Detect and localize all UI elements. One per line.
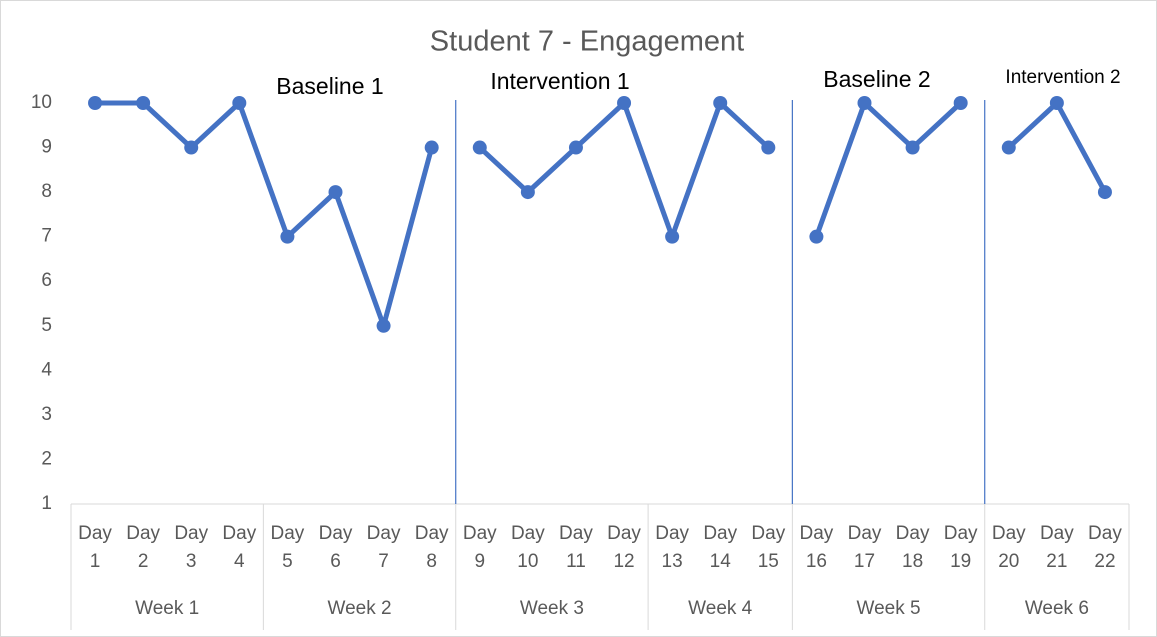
x-group-label: Week 4 [688,598,753,619]
y-tick-label: 5 [41,315,52,336]
line [814,100,963,238]
x-tick-label: Day 17 [847,523,882,572]
x-tick-label: Day 18 [895,523,930,572]
y-tick-label: 9 [41,137,52,158]
x-tick-label: Day 4 [222,523,257,572]
x-tick-label: Day 14 [703,523,738,572]
marker [184,140,199,155]
marker [424,140,439,155]
y-tick-label: 2 [41,448,52,469]
marker [1097,185,1112,200]
y-tick-label: 3 [41,404,52,425]
marker [905,140,920,155]
marker [280,229,295,244]
marker [953,96,968,110]
marker [232,96,247,110]
x-tick-label: Day 6 [318,523,353,572]
x-tick-label: Day 19 [943,523,978,572]
x-tick-label: Day 11 [559,523,593,572]
chart-title: Student 7 - Engagement [430,26,744,58]
x-tick-label: Day 15 [751,523,786,572]
marker [809,229,824,244]
marker [328,185,343,200]
x-tick-label: Day 8 [414,523,449,572]
y-tick-label: 1 [41,493,52,514]
x-tick-label: Day 5 [270,523,305,572]
y-tick-label: 4 [41,359,52,380]
x-group-label: Week 5 [856,598,921,619]
phase-label: Baseline 2 [823,66,930,92]
x-tick-label: Day 22 [1088,523,1122,572]
marker [376,318,391,333]
marker [761,140,776,155]
marker [520,185,535,200]
x-tick-label: Day 1 [78,523,112,572]
marker [617,96,632,110]
marker [88,96,103,110]
marker [568,140,583,155]
x-tick-label: Day 16 [799,523,834,572]
line [95,100,435,329]
x-tick-label: Day 13 [655,523,690,572]
x-tick-label: Day 21 [1039,523,1074,572]
y-tick-label: 10 [31,92,52,113]
y-tick-label: 8 [41,181,52,202]
x-tick-label: Day 20 [991,523,1026,572]
marker [665,229,680,244]
x-group-label: Week 2 [327,598,392,619]
phase-label: Baseline 1 [276,73,383,99]
marker [136,96,151,110]
y-tick-label: 7 [41,226,52,247]
marker [1049,96,1064,110]
phase-label: Intervention 2 [1005,67,1120,88]
marker [857,96,872,110]
x-group-label: Week 1 [135,598,200,619]
x-tick-label: Day 9 [462,523,497,572]
x-tick-label: Day 3 [174,523,209,572]
phase-label: Intervention 1 [490,68,629,94]
x-tick-label: Day 12 [607,523,641,572]
x-tick-label: Day 10 [510,523,545,572]
x-tick-label: Day 7 [366,523,401,572]
marker [713,96,728,110]
x-tick-label: Day 2 [126,523,161,572]
y-tick-label: 6 [41,270,52,291]
x-group-label: Week 6 [1024,598,1089,619]
marker [472,140,487,155]
x-group-label: Week 3 [519,598,584,619]
marker [1001,140,1016,155]
